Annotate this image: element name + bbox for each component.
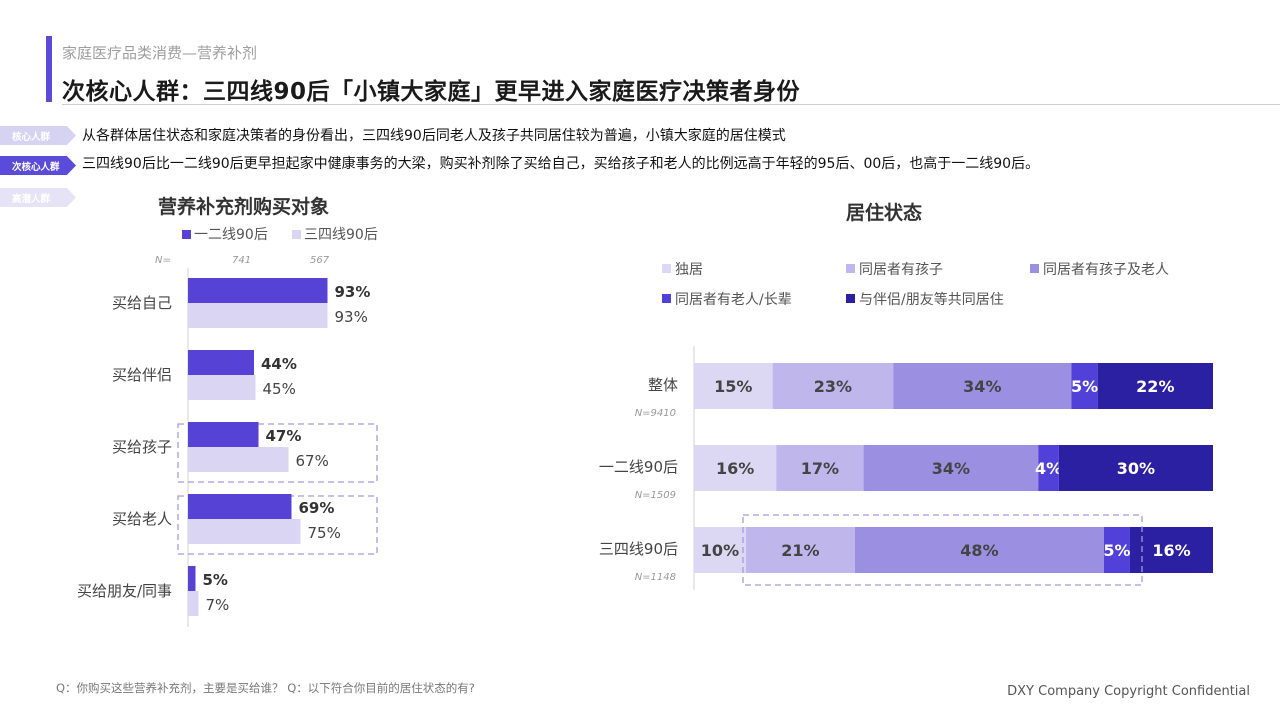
seg-label-0-3: 5% — [1071, 377, 1098, 396]
left-chart-title: 营养补充剂购买对象 — [158, 196, 330, 218]
segment-tag-potential: 高潜人群 — [0, 188, 76, 207]
legend-swatch-living-1 — [846, 264, 855, 273]
category-label-2: 买给孩子 — [112, 438, 172, 456]
seg-2-4 — [1129, 527, 1213, 573]
n-value-1: 567 — [310, 255, 330, 266]
seg-label-0-0: 15% — [714, 377, 752, 396]
data-label-1-0: 44% — [261, 355, 297, 373]
seg-2-3 — [1104, 527, 1130, 573]
legend-swatch-living-3 — [662, 294, 671, 303]
bar-三四线90后-1 — [188, 375, 256, 400]
page-subtitle: 家庭医疗品类消费—营养补剂 — [62, 44, 258, 62]
legend-label-living-0: 独居 — [675, 262, 703, 278]
n-value-0: 741 — [232, 255, 251, 266]
category-n-1: N=1509 — [635, 490, 676, 501]
n-label: N= — [155, 255, 171, 266]
bar-一二线90后-1 — [188, 350, 254, 375]
legend-label-1: 三四线90后 — [304, 227, 378, 243]
data-label-0-0: 93% — [335, 283, 371, 301]
seg-label-2-2: 48% — [960, 541, 998, 560]
legend-label-living-4: 与伴侣/朋友等共同居住 — [859, 291, 1004, 308]
data-label-2-0: 47% — [266, 427, 302, 445]
legend-swatch-1 — [292, 230, 301, 239]
bar-三四线90后-0 — [188, 303, 328, 328]
title-accent-bar — [46, 36, 52, 102]
page-title: 次核心人群：三四线90后「小镇大家庭」更早进入家庭医疗决策者身份 — [62, 79, 801, 105]
seg-0-4 — [1097, 363, 1213, 409]
category-n-2: N=1148 — [635, 572, 676, 583]
category-label-living-1: 一二线90后 — [599, 458, 678, 476]
seg-label-1-0: 16% — [716, 459, 754, 478]
bar-三四线90后-2 — [188, 447, 289, 472]
seg-label-1-1: 17% — [801, 459, 839, 478]
category-label-3: 买给老人 — [112, 510, 172, 528]
bar-三四线90后-3 — [188, 519, 301, 544]
seg-1-3 — [1038, 445, 1059, 491]
legend-label-living-1: 同居者有孩子 — [859, 262, 943, 278]
seg-1-1 — [776, 445, 864, 491]
bar-三四线90后-4 — [188, 591, 199, 616]
question-footnote: Q：你购买这些营养补充剂，主要是买给谁？ Q：以下符合你目前的居住状态的有? — [56, 681, 475, 695]
seg-label-1-4: 30% — [1117, 459, 1155, 478]
legend-swatch-living-2 — [1030, 264, 1039, 273]
seg-0-3 — [1071, 363, 1098, 409]
category-label-living-2: 三四线90后 — [599, 540, 678, 558]
purchase-target-chart: 一二线90后 三四线90后 N= 741 567 93% 93% 买给自己 44% 45% 买给伴侣… — [77, 227, 378, 627]
seg-0-0 — [694, 363, 773, 409]
bar-一二线90后-0 — [188, 278, 328, 303]
segment-text-secondary: 三四线90后比一二线90后更早担起家中健康事务的大梁，购买补剂除了买给自己，买给… — [82, 156, 1040, 172]
legend-label-living-2: 同居者有孩子及老人 — [1043, 262, 1169, 278]
data-label-4-1: 7% — [206, 596, 230, 614]
seg-1-2 — [863, 445, 1039, 491]
seg-0-1 — [772, 363, 894, 409]
highlight-box-3 — [177, 495, 378, 555]
seg-label-1-2: 34% — [932, 459, 970, 478]
seg-label-2-1: 21% — [781, 541, 819, 560]
segment-tag-secondary: 次核心人群 — [0, 156, 76, 175]
category-n-0: N=9410 — [635, 408, 676, 419]
legend-swatch-0 — [182, 230, 191, 239]
seg-2-1 — [745, 527, 855, 573]
seg-0-2 — [893, 363, 1072, 409]
highlight-box-2 — [177, 423, 378, 483]
seg-label-0-4: 22% — [1136, 377, 1174, 396]
seg-label-1-3: 4% — [1035, 459, 1062, 478]
title-divider — [62, 104, 1280, 105]
seg-label-2-3: 5% — [1103, 541, 1130, 560]
data-label-4-0: 5% — [203, 571, 228, 589]
category-label-living-0: 整体 — [648, 376, 678, 394]
segment-text-core: 从各群体居住状态和家庭决策者的身份看出，三四线90后同老人及孩子共同居住较为普遍… — [82, 128, 786, 144]
seg-label-0-2: 34% — [963, 377, 1001, 396]
data-label-3-0: 69% — [299, 499, 335, 517]
legend-swatch-living-4 — [846, 294, 855, 303]
legend-label-0: 一二线90后 — [194, 227, 268, 243]
highlight-box-living — [742, 514, 1143, 586]
legend-swatch-living-0 — [662, 264, 671, 273]
bar-一二线90后-4 — [188, 566, 196, 591]
seg-1-4 — [1058, 445, 1213, 491]
legend-label-living-3: 同居者有老人/长辈 — [675, 292, 792, 308]
data-label-2-1: 67% — [296, 452, 329, 470]
category-label-4: 买给朋友/同事 — [77, 582, 172, 600]
seg-2-0 — [694, 527, 746, 573]
seg-1-0 — [694, 445, 777, 491]
segment-tag-core: 核心人群 — [0, 126, 76, 145]
bar-一二线90后-3 — [188, 494, 292, 519]
seg-label-2-0: 10% — [701, 541, 739, 560]
data-label-3-1: 75% — [308, 524, 341, 542]
seg-label-0-1: 23% — [814, 377, 852, 396]
category-label-0: 买给自己 — [112, 294, 172, 312]
data-label-0-1: 93% — [335, 308, 368, 326]
bar-一二线90后-2 — [188, 422, 259, 447]
data-label-1-1: 45% — [263, 380, 296, 398]
right-chart-title: 居住状态 — [846, 202, 923, 224]
seg-label-2-4: 16% — [1152, 541, 1190, 560]
seg-2-2 — [854, 527, 1105, 573]
copyright-text: DXY Company Copyright Confidential — [1007, 684, 1250, 699]
category-label-1: 买给伴侣 — [112, 366, 172, 384]
